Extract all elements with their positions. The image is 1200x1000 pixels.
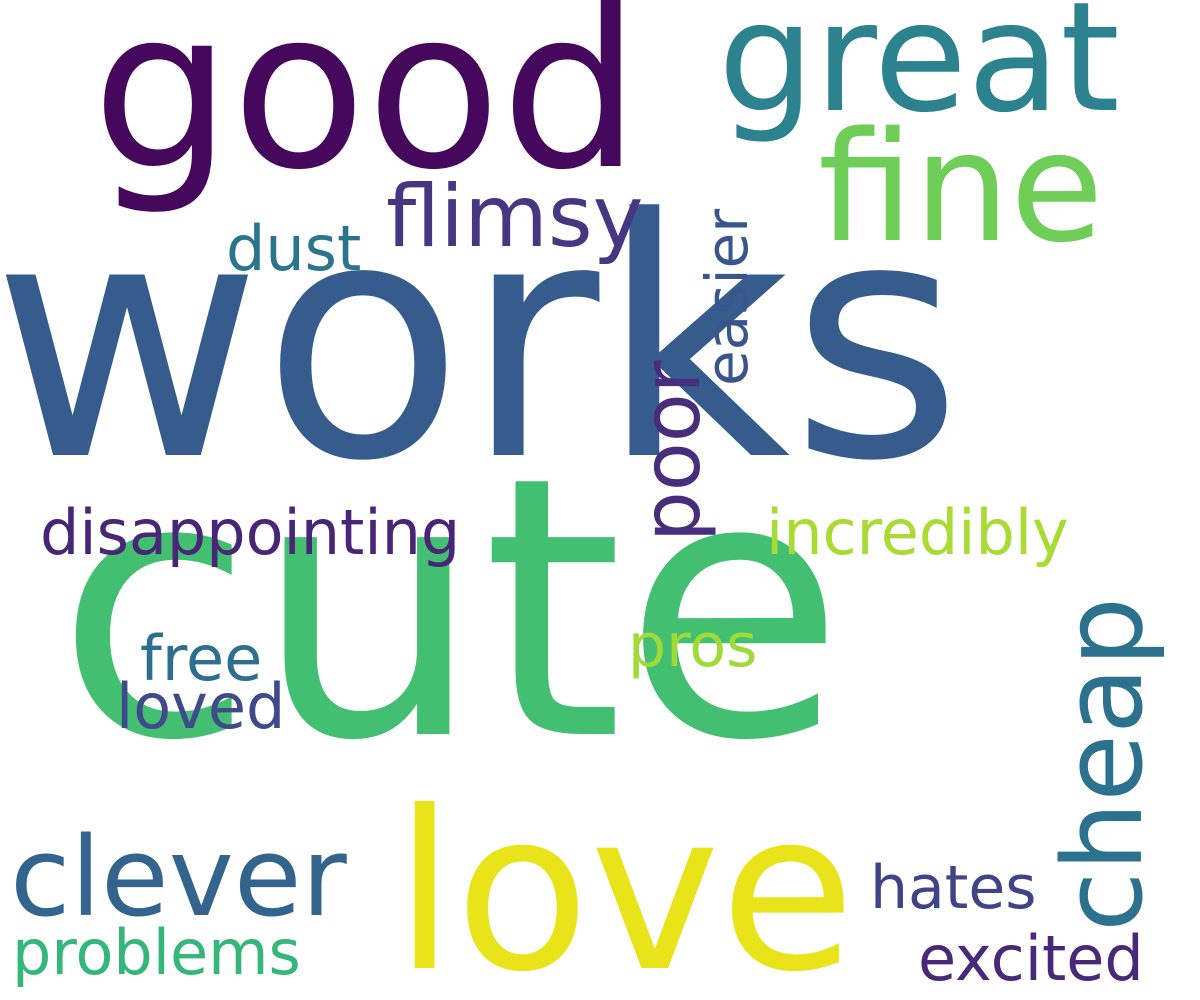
word-incredibly: incredibly [766, 496, 1069, 569]
word-easier: easier [693, 208, 761, 386]
word-pros: pros [628, 611, 758, 681]
word-cute: cute [56, 400, 845, 819]
word-loved: loved [116, 670, 286, 743]
word-problems: problems [12, 916, 301, 989]
word-fine: fine [818, 99, 1104, 276]
word-disappointing: disappointing [40, 496, 461, 569]
word-good: good [92, 0, 641, 218]
word-great: great [718, 0, 1120, 146]
word-cheap: cheap [1039, 596, 1167, 932]
word-hates: hates [870, 853, 1037, 923]
word-poor: poor [625, 360, 718, 542]
word-works: works [0, 149, 963, 533]
word-love: love [394, 764, 856, 1000]
word-flimsy: flimsy [386, 167, 644, 267]
word-dust: dust [226, 212, 362, 285]
word-clever: clever [10, 813, 347, 941]
word-free: free [140, 622, 263, 695]
word-excited: excited [918, 922, 1144, 995]
